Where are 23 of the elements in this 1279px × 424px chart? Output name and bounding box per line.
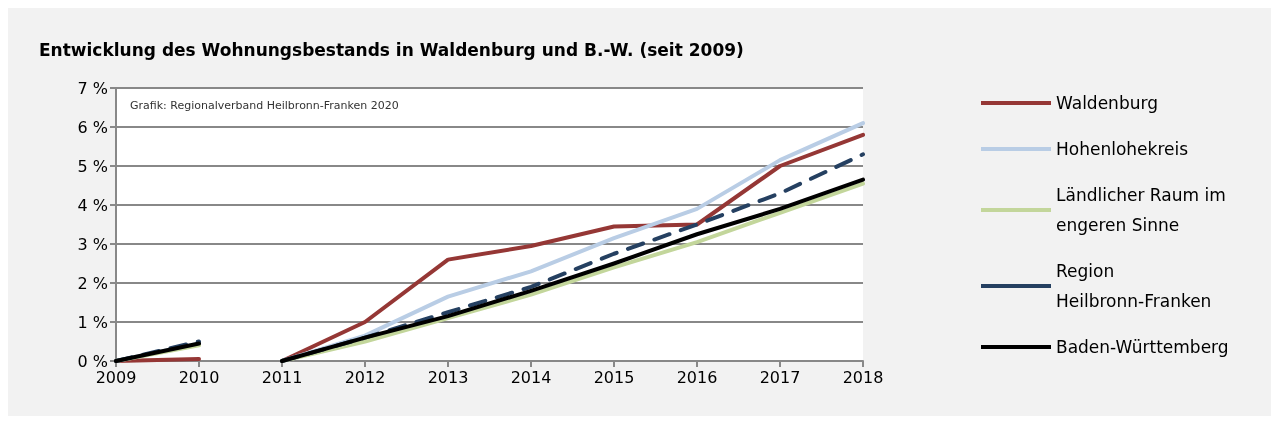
y-tick-label: 2 % <box>77 273 108 293</box>
y-tick-label: 7 % <box>77 78 108 98</box>
legend-label: Baden-Württemberg <box>1056 337 1229 357</box>
x-tick-label: 2018 <box>842 367 884 387</box>
y-tick-label: 5 % <box>77 156 108 176</box>
chart-title: Entwicklung des Wohnungsbestands in Waldenburg und B.-W. (seit 2009) <box>39 39 744 60</box>
x-tick-label: 2015 <box>593 367 635 387</box>
legend-label: Waldenburg <box>1056 93 1158 113</box>
legend-label: Region Heilbronn-Franken <box>1056 261 1212 311</box>
x-tick-label: 2012 <box>344 367 386 387</box>
y-tick-label: 1 % <box>77 312 108 332</box>
x-tick-label: 2016 <box>676 367 718 387</box>
y-tick-label: 6 % <box>77 117 108 137</box>
x-tick-label: 2013 <box>427 367 469 387</box>
x-tick-label: 2017 <box>759 367 801 387</box>
legend-label: Hohenlohekreis <box>1056 139 1189 159</box>
legend-label: Ländlicher Raum im engeren Sinne <box>1056 185 1232 235</box>
x-tick-label: 2010 <box>178 367 220 387</box>
x-tick-label: 2011 <box>261 367 303 387</box>
annotation: Grafik: Regionalverband Heilbronn-Franken 2020 <box>130 99 399 112</box>
x-tick-label: 2014 <box>510 367 552 387</box>
y-tick-label: 4 % <box>77 195 108 215</box>
y-tick-label: 3 % <box>77 234 108 254</box>
